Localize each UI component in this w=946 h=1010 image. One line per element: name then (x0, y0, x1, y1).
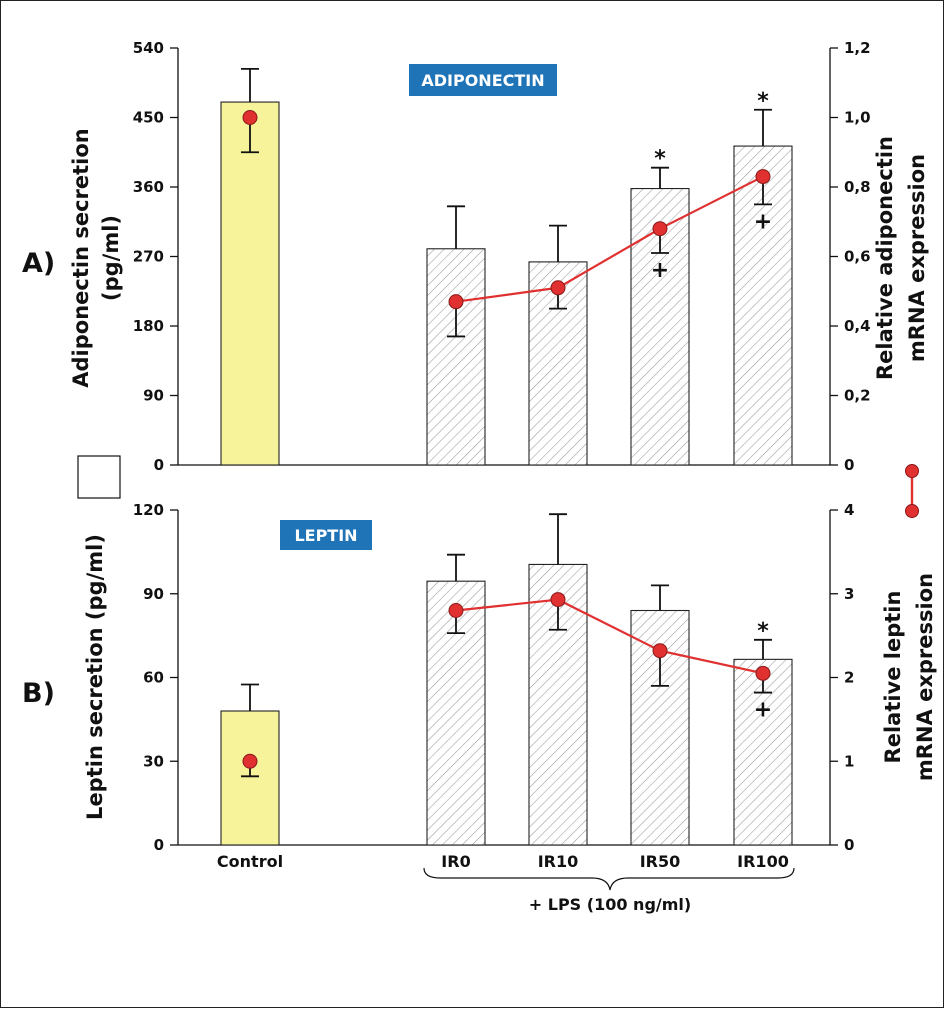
bar (426, 248, 486, 466)
left-tick-label: 0 (154, 456, 164, 474)
significance-cross: + (754, 209, 772, 234)
mrna-point (448, 294, 464, 310)
significance-star: * (757, 619, 769, 644)
left-axis-title: (pg/ml) (99, 215, 123, 301)
left-tick-label: 360 (133, 178, 164, 196)
title-badge (409, 64, 557, 96)
right-tick-label: 4 (844, 501, 854, 519)
mrna-point (755, 665, 771, 681)
mrna-point (652, 643, 668, 659)
significance-star: * (654, 147, 666, 172)
panel-label: A) (22, 248, 55, 279)
significance-cross: + (754, 698, 772, 723)
mrna-line (455, 598, 764, 675)
bar (733, 658, 793, 846)
right-tick-label: 1,0 (844, 109, 871, 127)
left-tick-label: 270 (133, 248, 164, 266)
left-tick-label: 0 (154, 836, 164, 854)
right-axis-title: Relative adiponectin (873, 136, 897, 380)
right-axis-title: mRNA expression (913, 573, 937, 781)
category-label: IR10 (538, 852, 579, 871)
legend-bar-swatch (77, 455, 121, 499)
right-tick-label: 1 (844, 752, 854, 770)
right-tick-label: 2 (844, 669, 854, 687)
right-tick-label: 0 (844, 456, 854, 474)
right-tick-label: 0,8 (844, 178, 871, 196)
mrna-point (652, 221, 668, 237)
left-axis-title: Leptin secretion (pg/ml) (83, 534, 107, 820)
right-tick-label: 0,6 (844, 248, 871, 266)
title-badge-label: LEPTIN (294, 526, 357, 545)
left-tick-label: 120 (133, 501, 164, 519)
title-badge-label: ADIPONECTIN (421, 71, 544, 90)
right-axis-title: mRNA expression (905, 154, 929, 362)
lps-group-brace (423, 867, 795, 891)
right-tick-label: 3 (844, 585, 854, 603)
category-label: IR50 (640, 852, 681, 871)
panel-b: 0 30 60 90 120 0 1 2 3 4 Leptin secretion (pg/ml) R… (22, 501, 937, 871)
category-label: IR0 (441, 852, 470, 871)
mrna-point (242, 110, 258, 125)
left-tick-label: 450 (133, 109, 164, 127)
category-label: IR100 (737, 852, 789, 871)
left-tick-label: 30 (143, 752, 164, 770)
left-axis-title: Adiponectin secretion (69, 128, 93, 388)
mrna-point (755, 169, 771, 185)
mrna-point (448, 603, 464, 618)
significance-cross: + (651, 258, 669, 283)
right-tick-label: 1,2 (844, 39, 871, 57)
left-tick-label: 90 (143, 387, 164, 405)
legend-mrna-swatch (905, 464, 919, 518)
lps-group-label: + LPS (100 ng/ml) (529, 895, 691, 914)
mrna-line (455, 175, 764, 303)
right-axis-title: Relative leptin (881, 591, 905, 764)
bar (220, 710, 280, 846)
title-badge (280, 520, 372, 550)
bar (220, 101, 280, 466)
significance-star: * (757, 89, 769, 114)
left-tick-label: 540 (133, 39, 164, 57)
left-tick-label: 180 (133, 317, 164, 335)
mrna-point (550, 592, 566, 608)
right-tick-label: 0,2 (844, 387, 871, 405)
mrna-point (550, 280, 566, 296)
panel-label: B) (22, 678, 55, 709)
mrna-point (242, 753, 258, 769)
left-tick-label: 60 (143, 669, 164, 687)
category-label: Control (217, 852, 283, 871)
right-tick-label: 0,4 (844, 317, 871, 335)
panel-a: 0 90 180 270 360 450 540 0 0,2 0,4 0,6 0,8 1,0 1,2 Adi… (22, 39, 929, 474)
left-tick-label: 90 (143, 585, 164, 603)
right-tick-label: 0 (844, 836, 854, 854)
